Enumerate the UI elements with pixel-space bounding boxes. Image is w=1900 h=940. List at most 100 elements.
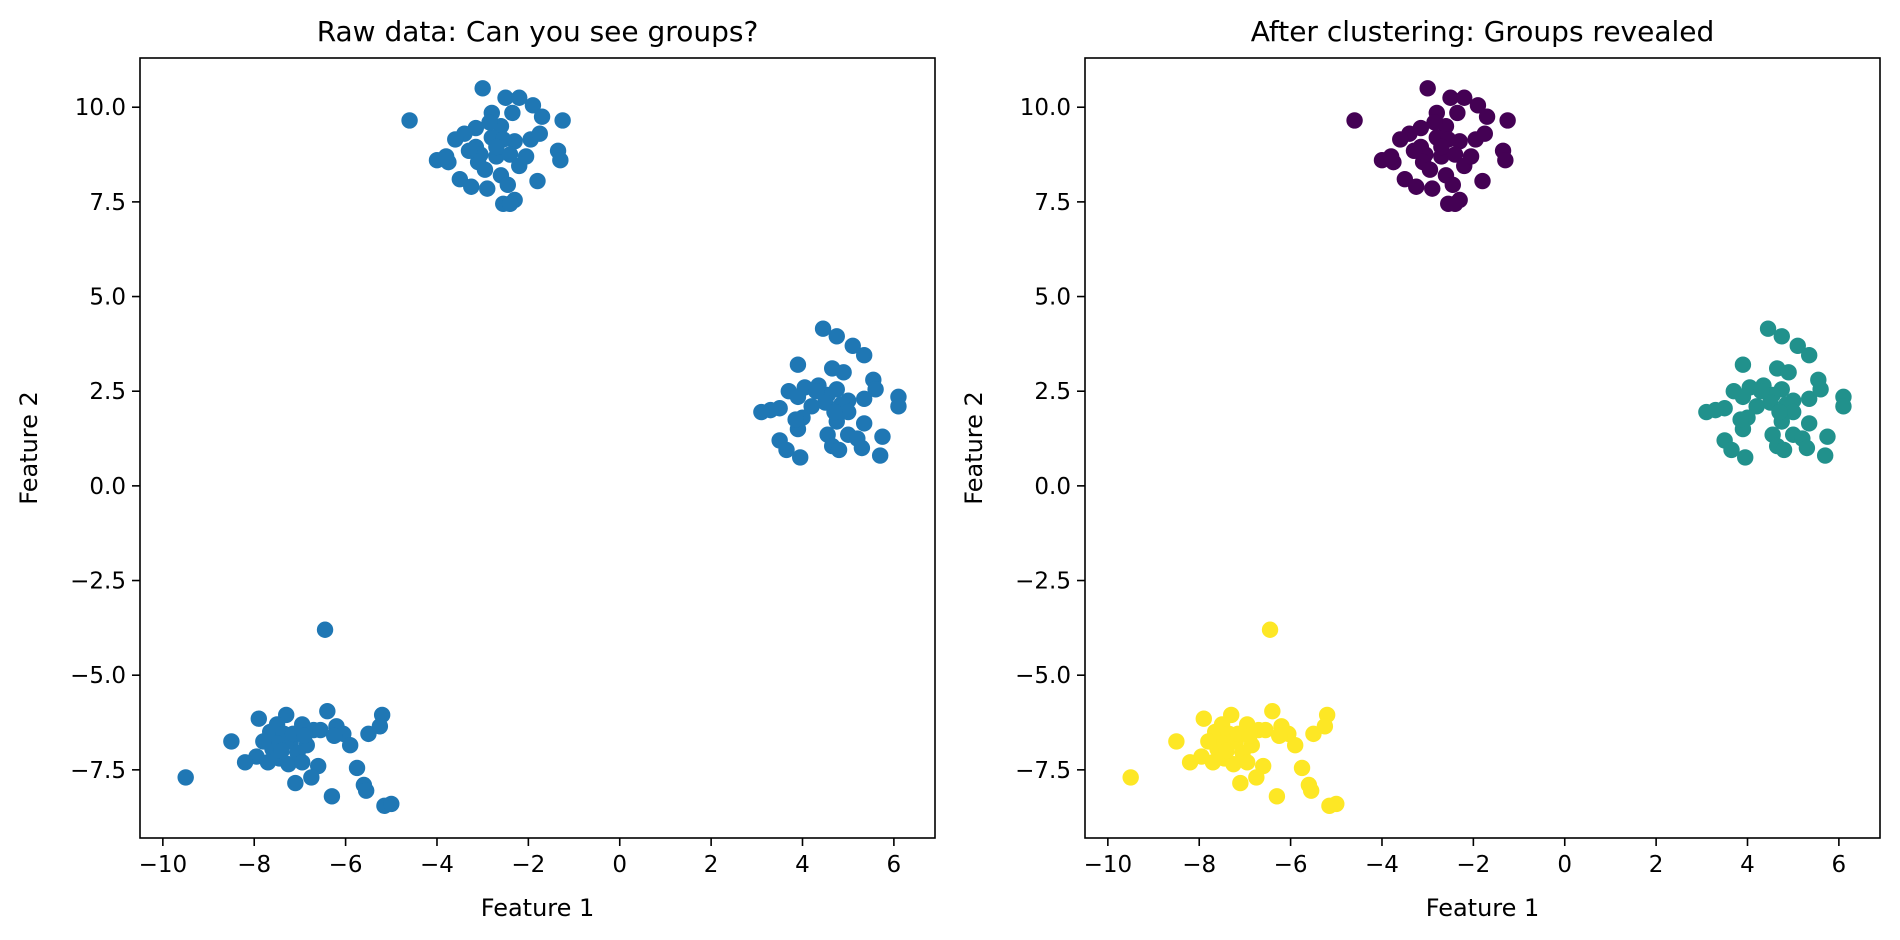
data-point — [778, 441, 795, 459]
data-point — [341, 737, 359, 754]
data-point — [1248, 769, 1265, 786]
data-point — [293, 754, 311, 771]
data-point — [1698, 403, 1715, 421]
data-point — [501, 195, 519, 212]
data-point — [552, 152, 569, 169]
x-tick-label: −10 — [139, 852, 188, 878]
data-point — [1800, 390, 1818, 407]
data-point — [828, 328, 845, 345]
data-point — [280, 755, 297, 773]
data-point — [360, 725, 377, 743]
data-point — [531, 125, 548, 142]
data-point — [529, 172, 546, 190]
data-point — [273, 742, 290, 760]
data-point — [1181, 754, 1199, 771]
x-tick-label: 6 — [1832, 852, 1847, 878]
data-point — [1732, 411, 1749, 428]
data-point — [460, 142, 478, 159]
x-tick-label: 4 — [1740, 852, 1755, 878]
data-point — [871, 447, 889, 464]
series-1 — [177, 80, 907, 815]
data-point — [316, 621, 334, 638]
y-tick-label: −2.5 — [70, 569, 126, 595]
x-tick-label: −4 — [420, 852, 454, 878]
data-point — [1204, 754, 1222, 771]
data-point — [1812, 381, 1829, 398]
data-point — [789, 356, 807, 373]
scatter-panel-2: −10 −8 −6 −4 −2 0 2 4 6 −7.5 −5.0 −2.5 0.0 2.5 5.0 7.5 1… — [960, 15, 1881, 922]
x-tick-label: 6 — [887, 852, 902, 878]
data-point — [504, 104, 521, 122]
data-point — [1773, 328, 1790, 345]
x-axis-label: Feature 1 — [481, 894, 595, 922]
data-point — [312, 721, 329, 739]
data-point — [792, 449, 809, 466]
data-point — [1816, 447, 1834, 464]
y-tick-label: 2.5 — [1034, 379, 1071, 405]
y-tick-label: 10.0 — [1020, 95, 1071, 121]
data-point — [1382, 148, 1400, 165]
data-point — [296, 727, 313, 744]
data-point — [1444, 176, 1462, 194]
data-point — [323, 788, 341, 805]
y-tick-label: 0.0 — [89, 474, 126, 500]
data-point — [1264, 702, 1281, 720]
data-point — [1225, 755, 1242, 773]
axes-frame — [139, 57, 936, 839]
data-point — [1798, 439, 1816, 457]
data-point — [236, 754, 254, 771]
x-tick-label: −10 — [1084, 852, 1133, 878]
data-point — [383, 795, 400, 813]
data-point — [1446, 146, 1464, 163]
x-tick-label: 0 — [612, 852, 627, 878]
data-point — [1426, 114, 1443, 131]
data-point — [803, 398, 820, 415]
data-point — [1270, 727, 1288, 744]
data-point — [855, 390, 873, 407]
data-point — [787, 411, 804, 428]
data-point — [1497, 152, 1514, 169]
x-tick-label: −8 — [237, 852, 271, 878]
y-axis-label: Feature 2 — [15, 391, 43, 505]
series-2 — [1698, 320, 1852, 466]
data-point — [1449, 104, 1466, 122]
data-point — [1469, 97, 1487, 114]
data-point — [1195, 710, 1212, 727]
data-point — [259, 754, 277, 771]
x-tick-label: −8 — [1182, 852, 1216, 878]
data-point — [1800, 347, 1818, 364]
y-tick-label: −7.5 — [70, 758, 126, 784]
data-point — [1499, 112, 1516, 129]
data-point — [1433, 138, 1450, 156]
data-point — [1241, 727, 1258, 744]
data-point — [1200, 733, 1217, 750]
data-point — [1723, 441, 1740, 459]
data-point — [517, 148, 535, 165]
x-tick-label: 2 — [1649, 852, 1664, 878]
data-point — [511, 89, 528, 106]
data-point — [855, 347, 873, 364]
data-point — [1305, 725, 1322, 743]
data-point — [497, 89, 514, 106]
x-tick-label: 2 — [704, 852, 719, 878]
data-point — [1257, 721, 1274, 739]
data-point — [855, 415, 873, 432]
series-3 — [1122, 621, 1345, 815]
y-tick-label: 2.5 — [89, 379, 126, 405]
data-point — [1759, 320, 1777, 337]
data-point — [1734, 356, 1752, 373]
data-point — [303, 769, 320, 786]
series-1 — [1346, 80, 1516, 212]
y-tick-label: −5.0 — [1015, 663, 1071, 689]
data-point — [789, 388, 807, 406]
data-point — [830, 441, 848, 459]
data-point — [1462, 148, 1480, 165]
data-point — [501, 146, 519, 163]
data-point — [1419, 80, 1436, 97]
x-tick-label: 4 — [795, 852, 810, 878]
x-tick-label: −2 — [511, 852, 545, 878]
data-point — [348, 759, 366, 777]
data-point — [1474, 172, 1491, 190]
data-point — [177, 769, 194, 786]
